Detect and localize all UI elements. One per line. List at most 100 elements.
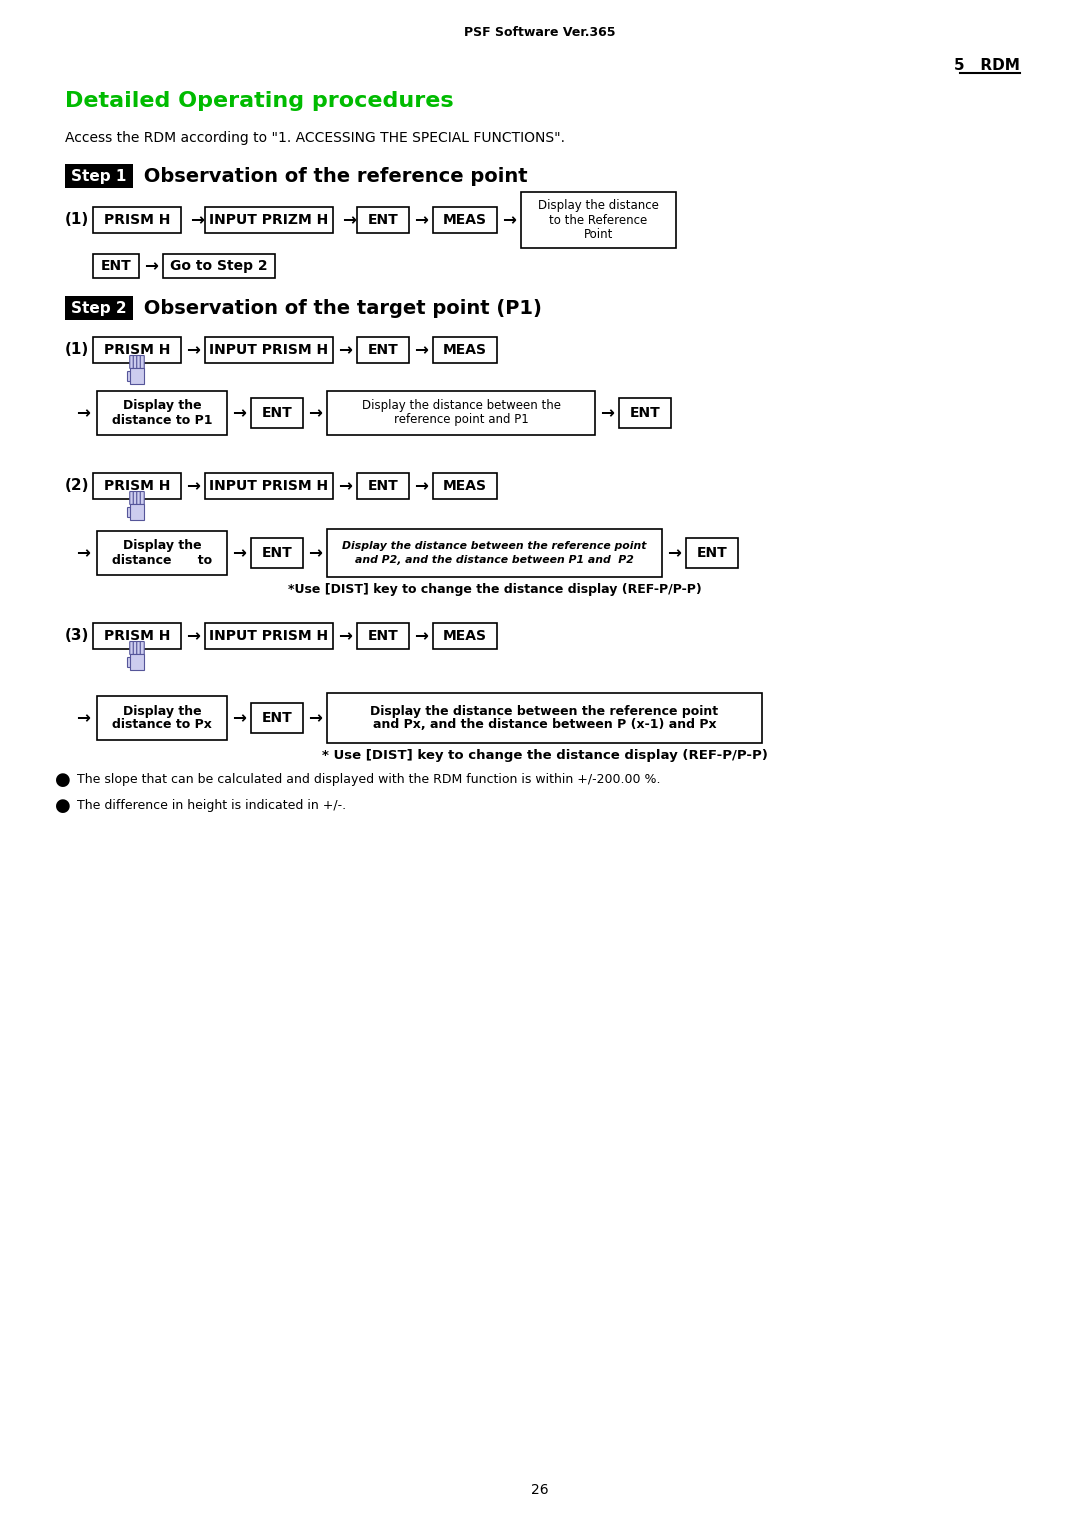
Text: Go to Step 2: Go to Step 2 xyxy=(171,260,268,274)
FancyBboxPatch shape xyxy=(130,654,144,669)
Text: →: → xyxy=(338,477,352,495)
Text: →: → xyxy=(186,341,200,359)
Text: ENT: ENT xyxy=(261,545,293,559)
Text: (3): (3) xyxy=(65,628,90,643)
Text: Display the: Display the xyxy=(123,399,201,413)
Text: (1): (1) xyxy=(65,212,90,228)
Text: Access the RDM according to "1. ACCESSING THE SPECIAL FUNCTIONS".: Access the RDM according to "1. ACCESSIN… xyxy=(65,131,565,145)
FancyBboxPatch shape xyxy=(93,254,139,278)
Text: ENT: ENT xyxy=(261,406,293,420)
Text: Step 2: Step 2 xyxy=(71,301,126,315)
FancyBboxPatch shape xyxy=(327,694,762,743)
Text: Point: Point xyxy=(584,228,613,240)
FancyBboxPatch shape xyxy=(130,642,134,654)
FancyBboxPatch shape xyxy=(97,532,227,575)
Text: Detailed Operating procedures: Detailed Operating procedures xyxy=(65,92,454,112)
Text: →: → xyxy=(667,544,680,562)
Text: Display the: Display the xyxy=(123,539,201,553)
Text: INPUT PRIZM H: INPUT PRIZM H xyxy=(210,212,328,228)
Text: →: → xyxy=(76,544,90,562)
FancyBboxPatch shape xyxy=(133,642,137,654)
Text: ENT: ENT xyxy=(630,406,660,420)
FancyBboxPatch shape xyxy=(127,371,133,382)
FancyBboxPatch shape xyxy=(619,397,671,428)
FancyBboxPatch shape xyxy=(251,538,303,568)
FancyBboxPatch shape xyxy=(140,492,145,504)
Text: ENT: ENT xyxy=(367,342,399,358)
Text: →: → xyxy=(186,477,200,495)
Text: Display the: Display the xyxy=(123,704,201,718)
Text: PRISM H: PRISM H xyxy=(104,212,171,228)
FancyBboxPatch shape xyxy=(137,492,140,504)
Text: PSF Software Ver.365: PSF Software Ver.365 xyxy=(464,26,616,40)
Text: * Use [DIST] key to change the distance display (REF-P/P-P): * Use [DIST] key to change the distance … xyxy=(322,750,768,762)
Text: ENT: ENT xyxy=(697,545,727,559)
FancyBboxPatch shape xyxy=(163,254,275,278)
Text: →: → xyxy=(414,626,428,645)
FancyBboxPatch shape xyxy=(65,296,133,319)
FancyBboxPatch shape xyxy=(521,193,676,248)
FancyBboxPatch shape xyxy=(65,163,133,188)
Text: ●: ● xyxy=(55,798,71,814)
FancyBboxPatch shape xyxy=(327,529,662,578)
FancyBboxPatch shape xyxy=(133,356,137,368)
FancyBboxPatch shape xyxy=(433,623,497,649)
FancyBboxPatch shape xyxy=(433,338,497,364)
Text: The difference in height is indicated in +/-.: The difference in height is indicated in… xyxy=(77,799,346,813)
FancyBboxPatch shape xyxy=(205,206,333,232)
FancyBboxPatch shape xyxy=(127,657,133,668)
Text: ENT: ENT xyxy=(367,630,399,643)
Text: →: → xyxy=(76,403,90,422)
FancyBboxPatch shape xyxy=(130,492,134,504)
FancyBboxPatch shape xyxy=(93,338,181,364)
Text: Observation of the reference point: Observation of the reference point xyxy=(137,167,528,185)
Text: MEAS: MEAS xyxy=(443,342,487,358)
Text: →: → xyxy=(308,709,322,727)
Text: ENT: ENT xyxy=(100,260,132,274)
FancyBboxPatch shape xyxy=(93,206,181,232)
Text: →: → xyxy=(76,709,90,727)
Text: 26: 26 xyxy=(531,1484,549,1497)
Text: Display the distance between the: Display the distance between the xyxy=(362,399,561,413)
Text: (1): (1) xyxy=(65,342,90,358)
FancyBboxPatch shape xyxy=(433,206,497,232)
FancyBboxPatch shape xyxy=(433,474,497,500)
Text: →: → xyxy=(232,544,246,562)
Text: reference point and P1: reference point and P1 xyxy=(393,414,528,426)
Text: The slope that can be calculated and displayed with the RDM function is within +: The slope that can be calculated and dis… xyxy=(77,773,661,787)
FancyBboxPatch shape xyxy=(357,474,409,500)
Text: Display the distance: Display the distance xyxy=(538,200,659,212)
Text: INPUT PRISM H: INPUT PRISM H xyxy=(210,630,328,643)
FancyBboxPatch shape xyxy=(97,695,227,740)
FancyBboxPatch shape xyxy=(205,338,333,364)
Text: →: → xyxy=(190,211,204,229)
Text: ENT: ENT xyxy=(367,478,399,494)
Text: MEAS: MEAS xyxy=(443,212,487,228)
FancyBboxPatch shape xyxy=(140,642,145,654)
Text: ●: ● xyxy=(55,772,71,788)
Text: 5   RDM: 5 RDM xyxy=(954,58,1020,73)
FancyBboxPatch shape xyxy=(357,338,409,364)
FancyBboxPatch shape xyxy=(357,623,409,649)
FancyBboxPatch shape xyxy=(130,368,144,384)
FancyBboxPatch shape xyxy=(130,356,134,368)
FancyBboxPatch shape xyxy=(130,504,144,520)
Text: INPUT PRISM H: INPUT PRISM H xyxy=(210,478,328,494)
Text: →: → xyxy=(144,257,158,275)
Text: ENT: ENT xyxy=(261,711,293,724)
Text: →: → xyxy=(414,477,428,495)
FancyBboxPatch shape xyxy=(327,391,595,435)
Text: →: → xyxy=(338,341,352,359)
Text: PRISM H: PRISM H xyxy=(104,630,171,643)
Text: Observation of the target point (P1): Observation of the target point (P1) xyxy=(137,298,542,318)
FancyBboxPatch shape xyxy=(205,474,333,500)
Text: →: → xyxy=(308,403,322,422)
Text: distance      to: distance to xyxy=(112,553,212,567)
FancyBboxPatch shape xyxy=(127,507,133,518)
FancyBboxPatch shape xyxy=(686,538,738,568)
FancyBboxPatch shape xyxy=(140,356,145,368)
Text: →: → xyxy=(414,341,428,359)
Text: ENT: ENT xyxy=(367,212,399,228)
Text: →: → xyxy=(308,544,322,562)
Text: →: → xyxy=(232,403,246,422)
